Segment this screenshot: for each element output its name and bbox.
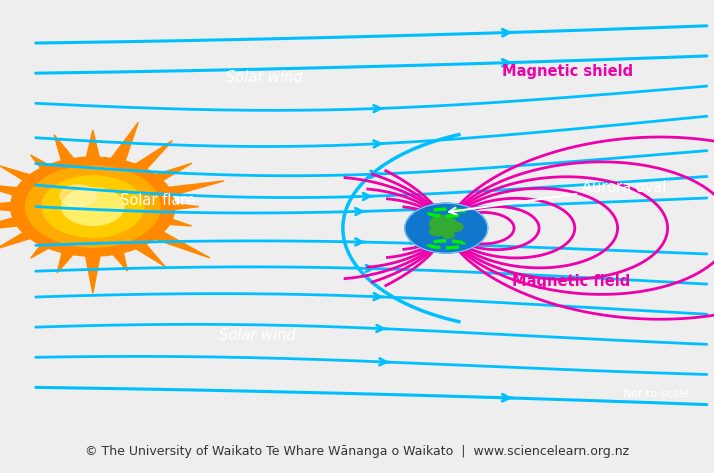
Circle shape <box>26 166 160 247</box>
Polygon shape <box>115 140 172 185</box>
Polygon shape <box>82 130 104 175</box>
Polygon shape <box>0 166 56 193</box>
Circle shape <box>60 185 96 207</box>
Circle shape <box>11 157 175 256</box>
Polygon shape <box>139 181 224 203</box>
Polygon shape <box>145 200 199 213</box>
Polygon shape <box>0 220 56 249</box>
Text: Magnetic shield: Magnetic shield <box>502 63 633 79</box>
Text: Magnetic field: Magnetic field <box>512 274 630 289</box>
Circle shape <box>430 216 456 232</box>
Circle shape <box>405 203 488 253</box>
Polygon shape <box>31 155 71 185</box>
Text: © The University of Waikato Te Whare Wānanga o Waikato  |  www.sciencelearn.org.: © The University of Waikato Te Whare Wān… <box>85 445 629 458</box>
Text: Not to scale: Not to scale <box>623 389 689 399</box>
Circle shape <box>448 222 463 231</box>
Polygon shape <box>31 228 71 258</box>
Circle shape <box>61 188 124 226</box>
Polygon shape <box>82 238 104 293</box>
Text: Aurora oval: Aurora oval <box>449 180 666 214</box>
Circle shape <box>42 176 144 237</box>
Circle shape <box>430 227 445 236</box>
Text: Solar wind: Solar wind <box>218 328 296 343</box>
Text: Solar wind: Solar wind <box>226 70 303 85</box>
Polygon shape <box>0 200 41 213</box>
Polygon shape <box>0 210 46 233</box>
Circle shape <box>442 231 455 238</box>
Polygon shape <box>115 228 165 267</box>
Polygon shape <box>57 235 86 273</box>
Polygon shape <box>0 183 46 203</box>
Polygon shape <box>129 163 192 193</box>
Polygon shape <box>54 135 86 179</box>
Text: Solar flare: Solar flare <box>119 193 195 208</box>
Polygon shape <box>129 220 210 258</box>
Polygon shape <box>99 123 139 179</box>
Polygon shape <box>99 235 128 271</box>
Polygon shape <box>139 210 191 226</box>
